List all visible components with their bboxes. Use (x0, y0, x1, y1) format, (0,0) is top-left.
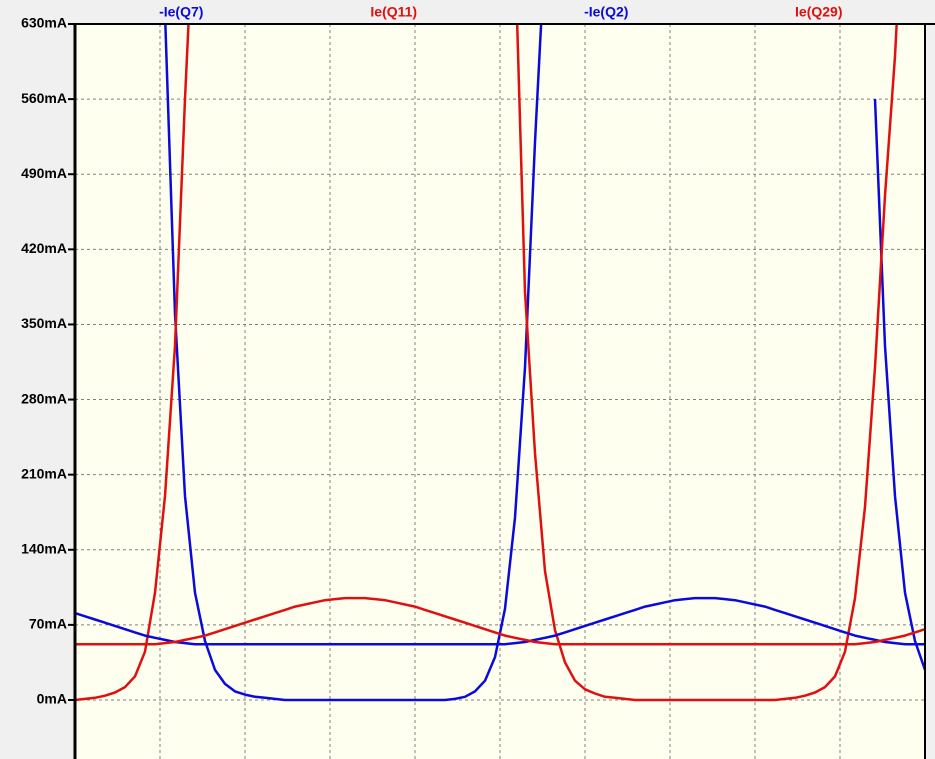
grid (75, 23, 925, 759)
y-tick-label: 490mA (21, 165, 67, 181)
y-tick-label: 630mA (21, 15, 67, 31)
legend-label: Ie(Q11) (370, 4, 417, 20)
y-tick-label: 560mA (21, 90, 67, 106)
series-line (75, 596, 925, 646)
y-tick-label: 0mA (37, 691, 67, 707)
series-line (75, 24, 898, 702)
y-tick-label: 70mA (29, 616, 67, 632)
y-tick-label: 280mA (21, 390, 67, 406)
y-tick-label: 210mA (21, 465, 67, 481)
legend-label: -Ie(Q7) (159, 4, 203, 20)
y-tick-label: 140mA (21, 540, 67, 556)
y-tick-label: 420mA (21, 240, 67, 256)
series-line (164, 24, 925, 702)
legend-label: -Ie(Q2) (584, 4, 628, 20)
axes: 0mA 70mA 140mA 210mA 280mA 350mA 420mA 490mA 560… (21, 15, 935, 759)
legend-label: Ie(Q29) (795, 4, 842, 20)
series-line (75, 596, 925, 646)
traces (75, 24, 925, 702)
y-tick-label: 350mA (21, 315, 67, 331)
